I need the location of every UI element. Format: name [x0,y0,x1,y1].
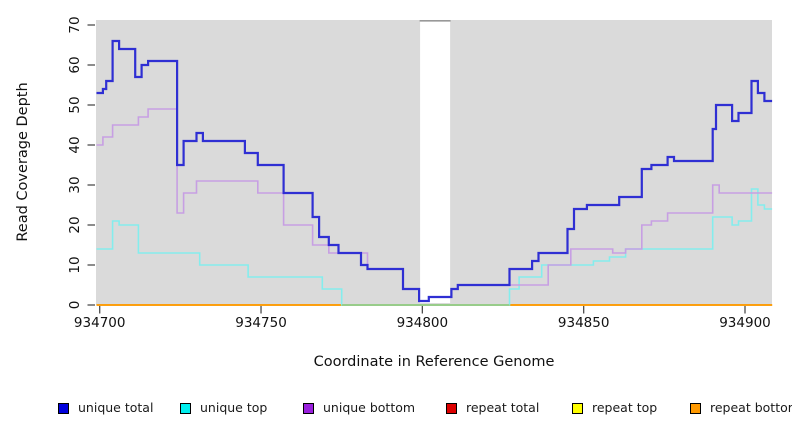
legend-label: repeat bottom [710,400,792,415]
x-tick-label: 934700 [74,315,126,331]
legend: unique total unique top unique bottom repea… [0,399,792,419]
x-tick-label: 934900 [719,315,771,331]
y-tick-label: 60 [67,56,83,73]
chart-dynamic-layer: 934700 934750 934800 934850 934900 0 10 20 30 40 5… [67,16,773,331]
series-unique-top [96,188,773,306]
legend-item-unique-top: unique top [180,399,267,417]
legend-swatch-icon [58,402,69,414]
legend-swatch-icon [446,402,457,414]
y-tick-label: 70 [67,16,83,33]
y-axis-title: Read Coverage Depth [15,82,31,241]
legend-swatch-icon [572,402,583,414]
legend-item-repeat-top: repeat top [572,399,657,417]
legend-label: unique bottom [323,400,416,415]
masked-gap-band [420,21,451,303]
legend-label: unique top [200,400,268,415]
x-tick-label: 934850 [558,315,610,331]
legend-item-repeat-bottom: repeat bottom [690,399,792,417]
legend-swatch-icon [180,402,191,414]
y-tick-label: 10 [67,256,83,273]
x-tick-label: 934750 [235,315,287,331]
y-tick-label: 30 [67,176,83,193]
legend-swatch-icon [690,402,701,414]
legend-item-unique-total: unique total [58,399,153,417]
y-tick-label: 0 [67,301,83,310]
legend-label: repeat total [466,400,540,415]
y-tick-label: 50 [67,96,83,113]
series-unique-total [96,39,773,303]
legend-label: unique total [78,400,154,415]
y-tick-label: 20 [67,216,83,233]
x-tick-label: 934800 [397,315,449,331]
legend-label: repeat top [592,400,658,415]
legend-swatch-icon [303,402,314,414]
x-axis-title: Coordinate in Reference Genome [314,354,555,370]
legend-item-unique-bottom: unique bottom [303,399,415,417]
legend-item-repeat-total: repeat total [446,399,539,417]
y-tick-label: 40 [67,136,83,153]
